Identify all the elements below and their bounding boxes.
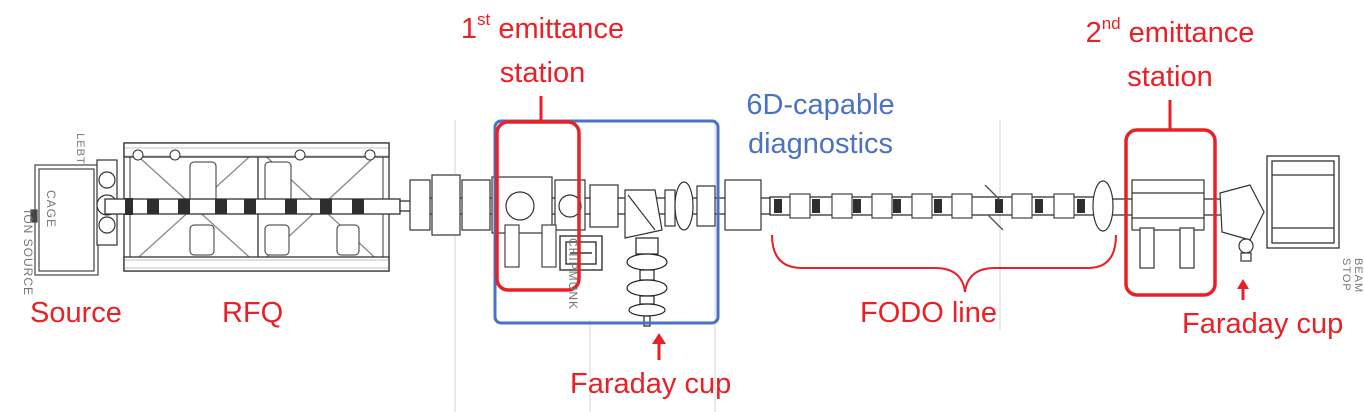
rfq-details: [132, 149, 376, 256]
diagnostics-line2: diagnostics: [747, 128, 894, 160]
emittance-station-2-label: 2nd emittance station: [1055, 14, 1285, 94]
post-diagnostics-elements: [674, 179, 762, 231]
emittance-station-2-line1: 2nd emittance: [1085, 14, 1255, 49]
cage-drawing-label: CAGE: [44, 190, 58, 229]
fodo-line-label: FODO line: [860, 297, 997, 329]
faraday-cup-stack: [626, 237, 668, 327]
emittance-station-1-box: [495, 120, 581, 292]
lebt-drawing-label: LEBT: [73, 133, 86, 165]
right-faraday-cup: [1219, 184, 1265, 262]
mebt-components: [409, 174, 619, 236]
ion-source-drawing-label: ION SOURCE: [21, 210, 35, 297]
dipole-magnet: [624, 189, 676, 239]
chipmunk-drawing-label: CHIPMUNK: [566, 238, 580, 311]
emittance-station-1-line2: station: [499, 57, 586, 89]
faraday-cup-mid-label: Faraday cup: [570, 368, 732, 400]
emittance-station-2-line2: station: [1127, 61, 1213, 93]
fodo-dark-blocks: [774, 199, 1085, 213]
fodo-bellows: [1092, 180, 1114, 232]
emittance-station-2: [1131, 179, 1205, 269]
emittance-station-1-legs: [504, 224, 557, 268]
fodo-diagnostic-diagonal: [984, 184, 1004, 231]
emittance-station-1-label: 1st emittance station: [430, 10, 655, 90]
faraday-cup-right-label: Faraday cup: [1182, 308, 1344, 340]
faraday-cup-mid-arrow: [652, 333, 666, 360]
beam-stop: [1266, 155, 1340, 249]
background-grid-lines: [454, 120, 1001, 412]
fodo-brace: [771, 234, 1117, 293]
diagnostics-box: [493, 119, 720, 325]
stop-drawing-label: STOP: [1340, 258, 1352, 292]
diagnostics-line1: 6D-capable: [746, 89, 895, 121]
beam-drawing-label: BEAM: [1352, 258, 1364, 294]
faraday-cup-right-arrow: [1237, 279, 1249, 300]
ion-source-cage: [30, 164, 99, 276]
diagnostics-label: 6D-capable diagnostics: [728, 88, 913, 161]
source-label: Source: [30, 297, 122, 329]
chipmunk-box: [559, 235, 603, 271]
rfq-label: RFQ: [222, 297, 284, 329]
fodo-quadrupoles: [789, 193, 1075, 219]
emittance-station-1-line1: 1st emittance: [460, 10, 625, 45]
rfq-beamline-blocks: [125, 198, 364, 215]
